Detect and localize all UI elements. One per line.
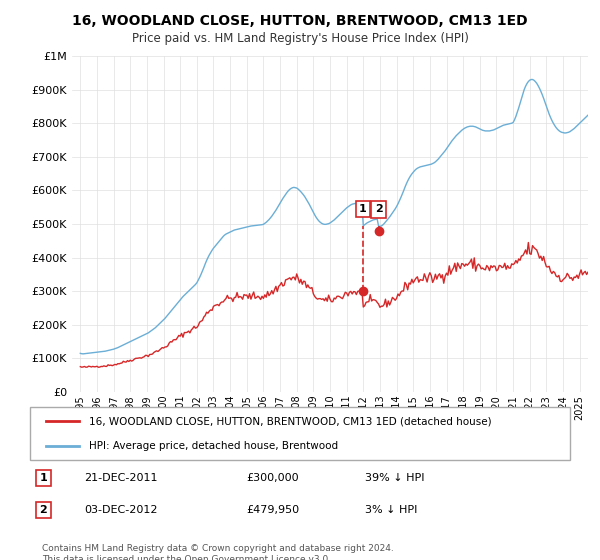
Text: 03-DEC-2012: 03-DEC-2012: [84, 505, 157, 515]
Text: Price paid vs. HM Land Registry's House Price Index (HPI): Price paid vs. HM Land Registry's House …: [131, 32, 469, 45]
Text: 1: 1: [40, 473, 47, 483]
Text: £300,000: £300,000: [246, 473, 299, 483]
Text: Contains HM Land Registry data © Crown copyright and database right 2024.
This d: Contains HM Land Registry data © Crown c…: [42, 544, 394, 560]
Text: 2: 2: [40, 505, 47, 515]
Text: 39% ↓ HPI: 39% ↓ HPI: [365, 473, 424, 483]
Text: 16, WOODLAND CLOSE, HUTTON, BRENTWOOD, CM13 1ED: 16, WOODLAND CLOSE, HUTTON, BRENTWOOD, C…: [72, 14, 528, 28]
Text: 1: 1: [359, 204, 367, 214]
Text: HPI: Average price, detached house, Brentwood: HPI: Average price, detached house, Bren…: [89, 441, 338, 451]
Text: 21-DEC-2011: 21-DEC-2011: [84, 473, 157, 483]
FancyBboxPatch shape: [30, 407, 570, 460]
Text: 2: 2: [375, 204, 382, 214]
Text: 3% ↓ HPI: 3% ↓ HPI: [365, 505, 417, 515]
Text: 16, WOODLAND CLOSE, HUTTON, BRENTWOOD, CM13 1ED (detached house): 16, WOODLAND CLOSE, HUTTON, BRENTWOOD, C…: [89, 417, 492, 427]
Text: £479,950: £479,950: [246, 505, 299, 515]
